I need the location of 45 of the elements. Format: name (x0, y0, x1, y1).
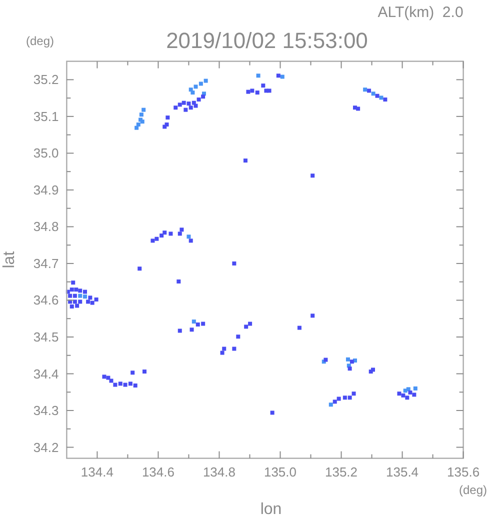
point (363, 88, 368, 92)
x-tick-label: 135.6 (447, 464, 480, 480)
y-tick-label: 34.8 (33, 219, 59, 234)
point (198, 82, 203, 86)
point (346, 357, 350, 362)
chart-title: 2019/10/02 15:53:00 (166, 28, 368, 53)
y-tick-label: 34.2 (33, 440, 59, 455)
text: (deg) (458, 483, 487, 497)
point (371, 92, 376, 96)
chart-subtitle: ALT(km) 2.0 (378, 4, 464, 21)
point (134, 126, 139, 130)
point (83, 294, 88, 299)
point (190, 90, 195, 95)
y-tick-label: 34.4 (33, 366, 59, 382)
y-tick-label: 35.0 (33, 146, 59, 161)
y-tick-label: 35.2 (33, 72, 59, 88)
point (256, 74, 260, 78)
y-tick-label: 34.5 (33, 329, 59, 344)
point (204, 78, 208, 83)
y-tick-label: 34.6 (33, 292, 59, 308)
text: (deg) (26, 34, 54, 48)
y-tick-label: 34.3 (33, 403, 59, 418)
text: 135.0 (264, 464, 297, 480)
point (78, 294, 82, 298)
y-tick-label: 34.7 (33, 256, 59, 271)
point (194, 84, 198, 89)
x-axis-title: lon (260, 501, 282, 518)
point (413, 386, 418, 390)
point (139, 112, 144, 117)
x-tick-label: 134.8 (202, 464, 236, 480)
x-tick-label: 134.6 (142, 464, 174, 480)
point (186, 234, 191, 239)
point (280, 74, 284, 79)
y-tick-label: 35.1 (33, 108, 59, 124)
point (142, 108, 146, 112)
y-tick-label: 34.9 (33, 182, 59, 198)
point (328, 402, 333, 407)
point (136, 122, 140, 127)
point (403, 388, 408, 393)
x-tick-label: 135.2 (324, 464, 358, 480)
y-axis-title: lat (1, 250, 18, 268)
point (379, 96, 384, 100)
x-tick-label: 134.4 (80, 464, 114, 480)
x-tick-label: 135.4 (386, 464, 419, 480)
point (192, 320, 196, 324)
